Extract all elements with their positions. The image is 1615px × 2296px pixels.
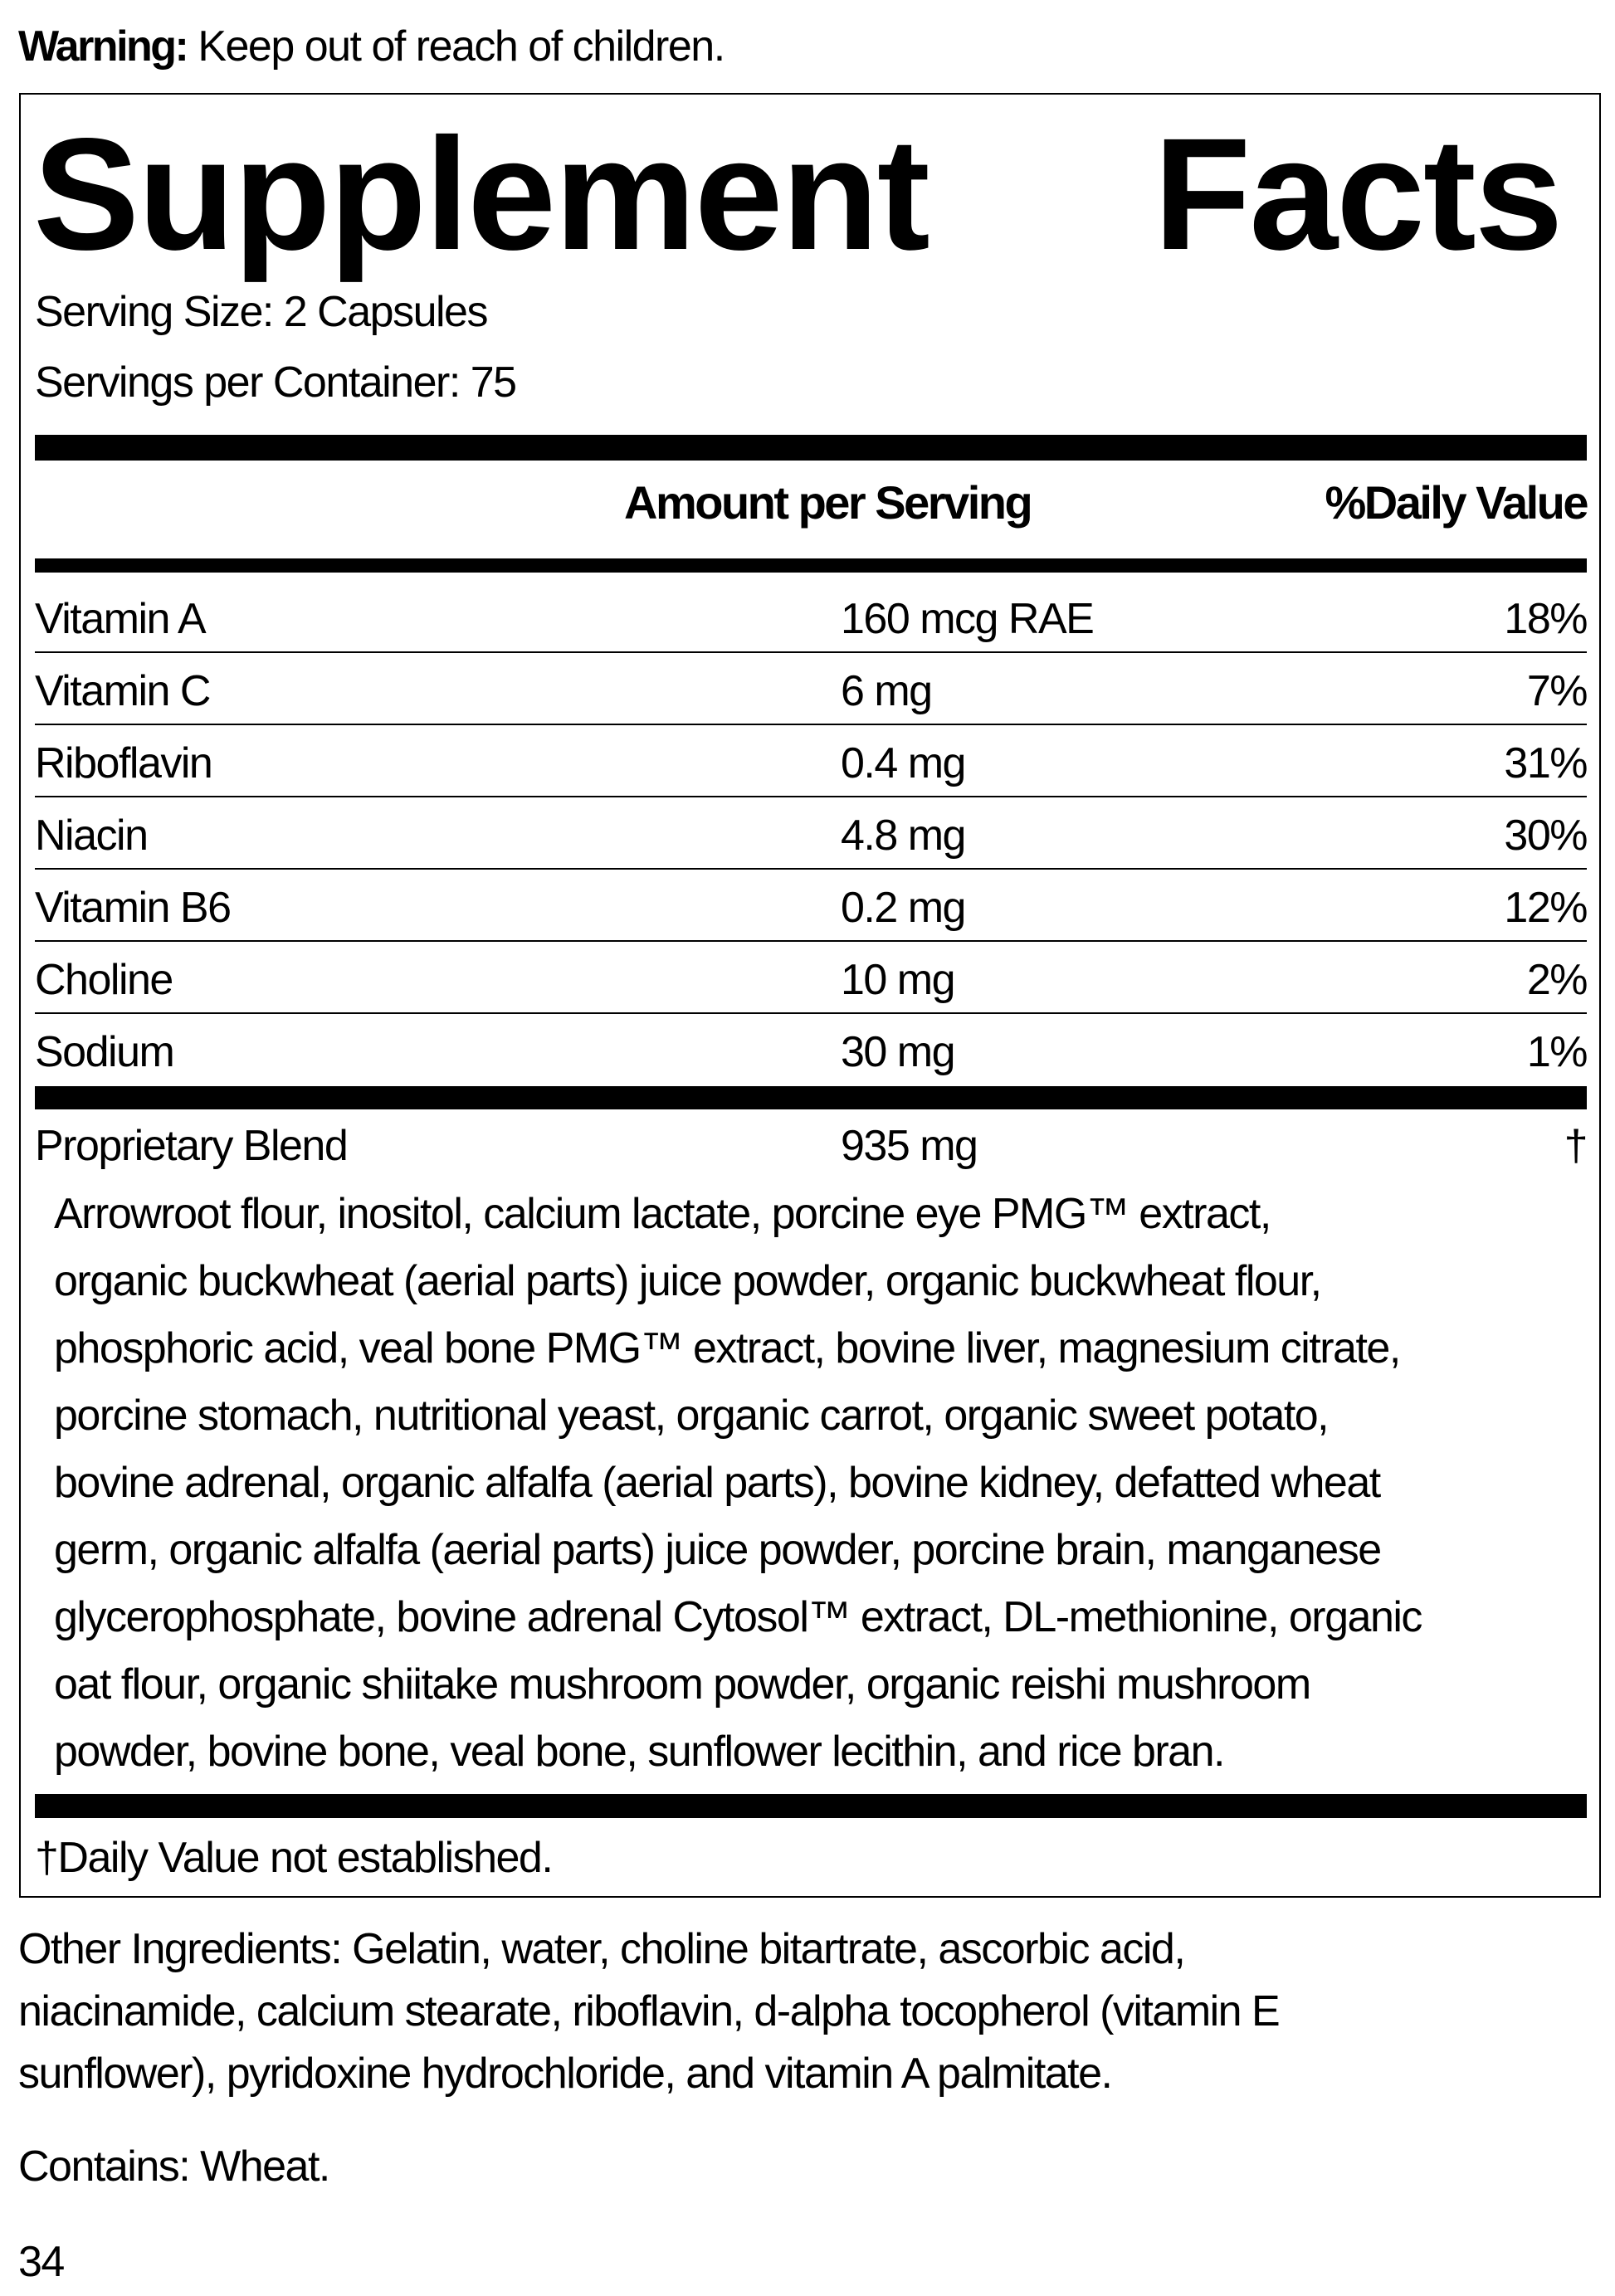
warning-text: Keep out of reach of children. bbox=[198, 22, 725, 71]
row-divider bbox=[35, 651, 1587, 653]
nutrient-name: Vitamin A bbox=[35, 595, 207, 643]
nutrient-dv: 31% bbox=[1504, 739, 1588, 787]
nutrient-amount: 0.4 mg bbox=[841, 739, 966, 787]
nutrient-dv: 30% bbox=[1504, 812, 1588, 860]
header-amount: Amount per Serving bbox=[624, 476, 1033, 529]
serving-size: Serving Size: 2 Capsules bbox=[35, 288, 488, 336]
row-divider bbox=[35, 868, 1587, 870]
title-facts: Facts bbox=[1154, 105, 1564, 283]
ingredient-line: glycerophosphate, bovine adrenal Cytosol… bbox=[54, 1593, 1422, 1641]
ingredient-line: oat flour, organic shiitake mushroom pow… bbox=[54, 1660, 1311, 1709]
nutrient-name: Riboflavin bbox=[35, 739, 213, 787]
thick-divider bbox=[35, 1794, 1587, 1818]
nutrient-name: Niacin bbox=[35, 812, 149, 860]
other-ingredients-line: sunflower), pyridoxine hydrochloride, an… bbox=[18, 2050, 1113, 2098]
blend-amount: 935 mg bbox=[841, 1122, 978, 1170]
row-divider bbox=[35, 796, 1587, 797]
nutrient-dv: 1% bbox=[1526, 1028, 1588, 1076]
nutrient-dv: 12% bbox=[1504, 884, 1588, 932]
nutrient-name: Vitamin B6 bbox=[35, 884, 232, 932]
other-ingredients-line: niacinamide, calcium stearate, riboflavi… bbox=[18, 1987, 1281, 2035]
servings-per-container: Servings per Container: 75 bbox=[35, 358, 517, 407]
row-divider bbox=[35, 1012, 1587, 1014]
nutrient-amount: 160 mcg RAE bbox=[841, 595, 1095, 643]
warning-label: Warning: bbox=[18, 22, 189, 71]
row-divider bbox=[35, 940, 1587, 942]
medium-divider bbox=[35, 558, 1587, 573]
ingredient-line: powder, bovine bone, veal bone, sunflowe… bbox=[54, 1728, 1225, 1776]
nutrient-dv: 2% bbox=[1526, 956, 1588, 1004]
other-ingredients-line: Other Ingredients: Gelatin, water, choli… bbox=[18, 1925, 1186, 1973]
ingredient-line: porcine stomach, nutritional yeast, orga… bbox=[54, 1392, 1330, 1440]
blend-dv: † bbox=[1564, 1122, 1588, 1170]
nutrient-dv: 18% bbox=[1504, 595, 1588, 643]
warning-statement: Warning: Keep out of reach of children. bbox=[18, 25, 725, 68]
contains-statement: Contains: Wheat. bbox=[18, 2142, 330, 2191]
ingredient-line: bovine adrenal, organic alfalfa (aerial … bbox=[54, 1459, 1381, 1507]
blend-name: Proprietary Blend bbox=[35, 1122, 349, 1170]
nutrient-name: Choline bbox=[35, 956, 173, 1004]
nutrient-amount: 10 mg bbox=[841, 956, 956, 1004]
row-divider bbox=[35, 724, 1587, 725]
header-daily-value: %Daily Value bbox=[1325, 476, 1588, 529]
nutrient-amount: 0.2 mg bbox=[841, 884, 966, 932]
footnote: †Daily Value not established. bbox=[35, 1834, 554, 1882]
ingredient-line: phosphoric acid, veal bone PMG™ extract,… bbox=[54, 1324, 1401, 1372]
title-supplement: Supplement bbox=[33, 105, 930, 283]
ingredient-line: organic buckwheat (aerial parts) juice p… bbox=[54, 1257, 1322, 1305]
nutrient-amount: 30 mg bbox=[841, 1028, 956, 1076]
thick-divider bbox=[35, 1086, 1587, 1109]
thick-divider bbox=[35, 435, 1587, 461]
supplement-facts-panel bbox=[19, 93, 1601, 1898]
ingredient-line: Arrowroot flour, inositol, calcium lacta… bbox=[54, 1190, 1271, 1238]
nutrient-name: Sodium bbox=[35, 1028, 175, 1076]
ingredient-line: germ, organic alfalfa (aerial parts) jui… bbox=[54, 1526, 1382, 1574]
page-number: 34 bbox=[18, 2238, 65, 2286]
nutrient-dv: 7% bbox=[1526, 667, 1588, 715]
nutrient-name: Vitamin C bbox=[35, 667, 211, 715]
nutrient-amount: 4.8 mg bbox=[841, 812, 966, 860]
nutrient-amount: 6 mg bbox=[841, 667, 933, 715]
